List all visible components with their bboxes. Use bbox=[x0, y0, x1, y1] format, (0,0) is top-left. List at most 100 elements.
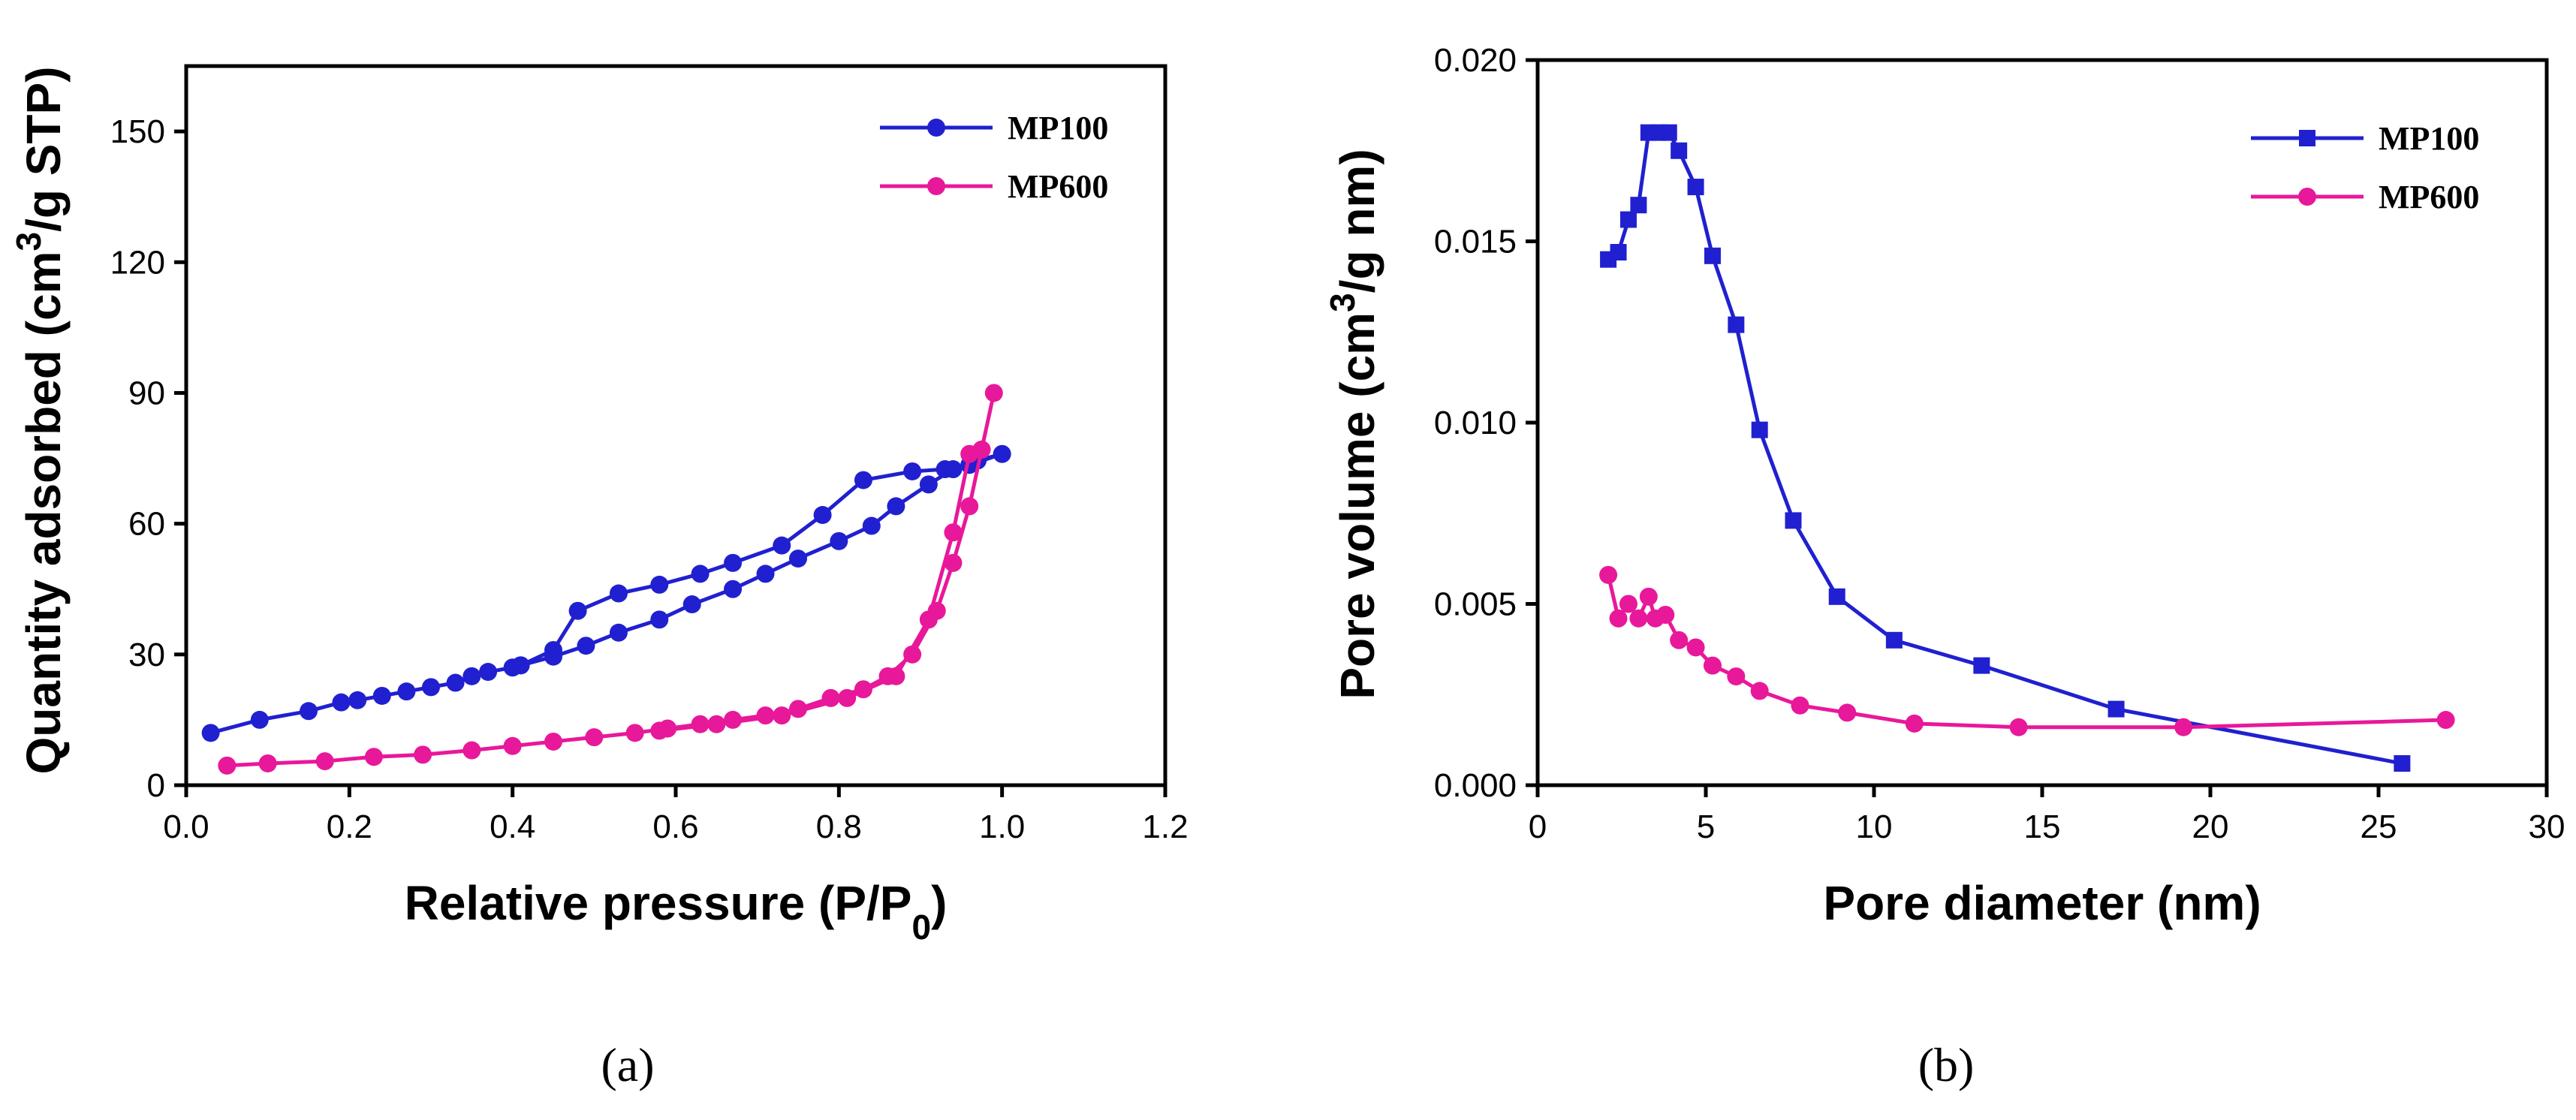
data-point bbox=[503, 736, 522, 755]
data-point bbox=[218, 756, 237, 775]
data-point bbox=[1599, 565, 1618, 584]
x-tick-label: 0 bbox=[1529, 808, 1547, 845]
data-point bbox=[1656, 605, 1675, 624]
x-tick-label: 30 bbox=[2529, 808, 2565, 845]
data-point bbox=[462, 741, 481, 760]
data-point bbox=[691, 565, 710, 583]
series-line bbox=[1606, 574, 2446, 730]
legend-label: MP100 bbox=[1008, 110, 1108, 146]
data-point bbox=[919, 610, 938, 629]
data-point bbox=[364, 748, 383, 766]
x-tick-label: 0.4 bbox=[490, 808, 535, 845]
data-point bbox=[756, 565, 775, 583]
data-point bbox=[1619, 595, 1637, 613]
data-point bbox=[348, 691, 367, 709]
x-axis-title: Relative pressure (P/P0) bbox=[405, 876, 948, 947]
data-point bbox=[332, 693, 351, 712]
data-point bbox=[1838, 703, 1857, 722]
x-tick-label: 0.8 bbox=[816, 808, 862, 845]
caption-a: (a) bbox=[601, 1038, 654, 1091]
data-point bbox=[585, 728, 604, 747]
data-point bbox=[821, 688, 840, 707]
data-point bbox=[1751, 421, 1768, 438]
series-mp100 bbox=[201, 444, 1011, 742]
data-point bbox=[1905, 714, 1924, 733]
y-axis-title: Pore volume (cm3/g nm) bbox=[1323, 149, 1384, 699]
data-point bbox=[682, 595, 701, 614]
data-point bbox=[201, 724, 220, 742]
data-point bbox=[935, 460, 954, 479]
y-tick-label: 0.000 bbox=[1434, 767, 1517, 804]
y-tick-label: 30 bbox=[128, 637, 165, 673]
data-point bbox=[691, 715, 710, 733]
data-point bbox=[830, 531, 848, 550]
data-point bbox=[862, 516, 881, 535]
data-point bbox=[577, 637, 595, 655]
data-point bbox=[813, 506, 832, 525]
data-point bbox=[2107, 700, 2125, 718]
series-line bbox=[1607, 131, 2403, 766]
data-point bbox=[854, 471, 872, 489]
data-point bbox=[446, 673, 465, 692]
data-point bbox=[568, 601, 587, 620]
legend-entry-mp600: MP600 bbox=[880, 168, 1108, 205]
data-point bbox=[724, 710, 743, 729]
x-tick-label: 10 bbox=[1856, 808, 1893, 845]
data-point bbox=[2009, 718, 2028, 736]
x-tick-label: 20 bbox=[2192, 808, 2229, 845]
data-point bbox=[1609, 609, 1628, 628]
series-mp600 bbox=[1599, 565, 2455, 736]
data-point bbox=[1785, 512, 1802, 529]
data-point bbox=[1728, 316, 1745, 333]
data-point bbox=[789, 700, 807, 718]
series-mp600 bbox=[218, 384, 1003, 775]
data-point bbox=[724, 553, 743, 572]
series-mp100 bbox=[1600, 124, 2411, 772]
data-point bbox=[650, 575, 669, 594]
chart-panel-a: 0.0 0.2 0.4 0.6 0.8 1.0 1.2 0 30 60 90 120 150 Relati… bbox=[9, 64, 1189, 947]
y-tick-label: 0.020 bbox=[1434, 42, 1517, 79]
data-point bbox=[650, 610, 669, 629]
data-point bbox=[1670, 631, 1689, 649]
legend-label: MP100 bbox=[2379, 120, 2479, 157]
data-point bbox=[2436, 711, 2455, 730]
data-point bbox=[397, 682, 416, 701]
data-point bbox=[944, 523, 963, 542]
data-point bbox=[625, 724, 644, 742]
data-point bbox=[250, 710, 269, 729]
data-point bbox=[300, 702, 318, 721]
data-point bbox=[756, 706, 775, 725]
legend-marker bbox=[927, 119, 945, 137]
legend-marker bbox=[927, 177, 945, 195]
data-point bbox=[1660, 124, 1677, 141]
data-point bbox=[1630, 197, 1647, 214]
y-tick-label: 0 bbox=[147, 767, 165, 804]
data-point bbox=[789, 549, 807, 568]
data-point bbox=[854, 680, 872, 699]
data-point bbox=[372, 686, 391, 705]
data-point bbox=[1686, 638, 1705, 657]
data-point bbox=[2394, 755, 2411, 772]
data-point bbox=[1703, 656, 1722, 675]
data-point bbox=[1629, 609, 1648, 628]
data-point bbox=[462, 667, 481, 685]
x-tick-label: 15 bbox=[2024, 808, 2061, 845]
legend-marker bbox=[2299, 130, 2315, 146]
data-point bbox=[903, 645, 922, 664]
series-line bbox=[209, 452, 1005, 735]
data-point bbox=[984, 384, 1003, 402]
data-point bbox=[1671, 142, 1688, 159]
data-point bbox=[960, 444, 979, 463]
legend-label: MP600 bbox=[2379, 179, 2479, 215]
data-point bbox=[2174, 718, 2193, 736]
legend-entry-mp100: MP100 bbox=[2251, 120, 2479, 157]
x-tick-label: 0.6 bbox=[652, 808, 698, 845]
data-point bbox=[650, 721, 669, 740]
data-point bbox=[609, 623, 628, 642]
data-point bbox=[887, 667, 905, 685]
legend-entry-mp600: MP600 bbox=[2251, 179, 2479, 215]
y-tick-label: 150 bbox=[110, 113, 165, 150]
data-point bbox=[1885, 631, 1903, 649]
y-tick-label: 90 bbox=[128, 375, 165, 411]
